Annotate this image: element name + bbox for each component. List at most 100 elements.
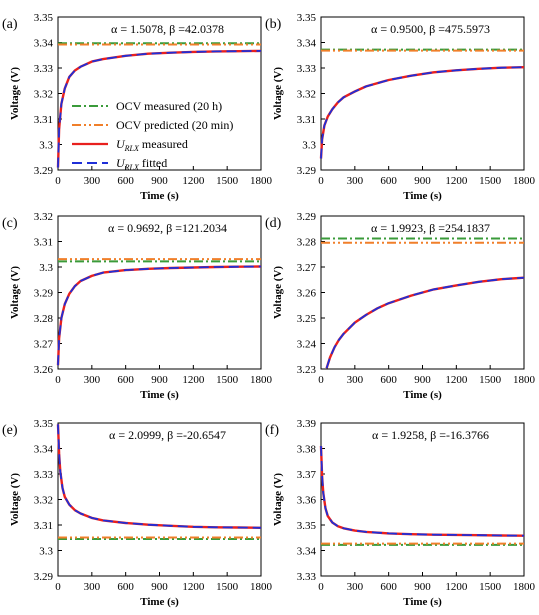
y-tick-label: 3.24	[297, 339, 317, 351]
y-tick-label: 3.34	[34, 444, 54, 456]
y-tick-label: 3.3	[39, 262, 53, 274]
y-tick-label: 3.26	[297, 288, 317, 300]
y-tick-label: 3.34	[34, 38, 54, 50]
fit-parameters: α = 1.9923, β =254.1837	[371, 221, 490, 235]
y-tick-label: 3.35	[297, 520, 317, 532]
y-tick-label: 3.23	[297, 364, 317, 376]
y-tick-label: 3.35	[34, 12, 54, 24]
urlx-measured-line	[319, 66, 525, 159]
x-axis-label: Time (s)	[403, 389, 442, 401]
y-tick-label: 3.32	[34, 89, 53, 101]
y-tick-label: 3.3	[39, 546, 53, 558]
x-tick-label: 0	[55, 175, 61, 187]
x-tick-label: 1500	[216, 581, 239, 593]
panel-label: (b)	[265, 17, 282, 32]
fit-parameters: α = 1.9258, β =-16.3766	[372, 428, 489, 442]
x-tick-label: 1200	[182, 581, 205, 593]
y-tick-label: 3.37	[297, 469, 317, 481]
legend-label: URLX fitted	[116, 156, 167, 172]
fit-parameters: α = 0.9692, β =121.2034	[108, 221, 227, 235]
y-tick-label: 3.28	[34, 313, 54, 325]
chart-panel-f: (f) 3.33 3.34 3.35 3.36 3.37 3.38 3.39 0 300 600 90…	[265, 418, 536, 608]
y-tick-label: 3.29	[34, 571, 54, 583]
y-tick-label: 3.27	[297, 262, 317, 274]
x-tick-label: 1800	[513, 175, 536, 187]
panel-label: (d)	[265, 216, 282, 231]
y-tick-label: 3.26	[34, 364, 54, 376]
chart-panel-c: (c) 3.26 3.27 3.28 3.29 3.3 3.31 3.32 0 300 600 900…	[2, 211, 273, 401]
x-tick-label: 1800	[250, 581, 273, 593]
x-tick-label: 600	[380, 581, 397, 593]
x-tick-label: 1200	[182, 175, 205, 187]
x-axis-label: Time (s)	[140, 596, 179, 608]
x-tick-label: 300	[84, 581, 101, 593]
x-tick-label: 600	[117, 374, 134, 386]
y-axis-label: Voltage (V)	[9, 266, 21, 319]
plot-frame	[57, 422, 262, 577]
y-tick-label: 3.34	[297, 546, 317, 558]
urlx-measured-line	[56, 265, 262, 366]
y-axis-label: Voltage (V)	[272, 266, 284, 319]
y-tick-label: 3.36	[297, 495, 317, 507]
fit-parameters: α = 0.9500, β =475.5973	[371, 22, 490, 36]
x-tick-label: 900	[414, 374, 431, 386]
x-tick-label: 0	[318, 374, 324, 386]
chart-panel-b: (b) 3.29 3.3 3.31 3.32 3.33 3.34 3.35 0 300 600 900…	[265, 12, 536, 202]
y-tick-label: 3.35	[34, 418, 54, 430]
urlx-fitted-line	[325, 276, 525, 369]
urlx-measured-line	[325, 276, 525, 369]
x-tick-label: 900	[414, 175, 431, 187]
x-tick-label: 600	[380, 374, 397, 386]
x-tick-label: 0	[55, 374, 61, 386]
urlx-fitted-line	[57, 424, 262, 529]
urlx-fitted-line	[320, 445, 525, 537]
legend-label: URLX measured	[116, 137, 188, 153]
panel-label: (c)	[2, 216, 18, 231]
y-tick-label: 3.25	[297, 313, 317, 325]
x-axis-label: Time (s)	[403, 190, 442, 202]
urlx-fitted-line	[57, 265, 262, 366]
x-tick-label: 600	[117, 175, 134, 187]
y-tick-label: 3.31	[297, 114, 316, 126]
y-axis-label: Voltage (V)	[9, 473, 21, 526]
panel-label: (f)	[265, 423, 279, 438]
x-tick-label: 900	[151, 175, 168, 187]
y-tick-label: 3.34	[297, 38, 317, 50]
x-tick-label: 300	[347, 175, 364, 187]
y-tick-label: 3.29	[34, 165, 54, 177]
x-axis-label: Time (s)	[403, 596, 442, 608]
x-tick-label: 1500	[479, 175, 502, 187]
y-tick-label: 3.3	[39, 140, 53, 152]
x-tick-label: 1800	[250, 175, 273, 187]
x-tick-label: 1800	[513, 581, 536, 593]
y-tick-label: 3.31	[34, 114, 53, 126]
y-tick-label: 3.31	[34, 520, 53, 532]
x-tick-label: 1200	[445, 175, 468, 187]
y-tick-label: 3.29	[297, 165, 317, 177]
x-tick-label: 1500	[479, 581, 502, 593]
fit-parameters: α = 2.0999, β =-20.6547	[109, 428, 226, 442]
legend-label: OCV measured (20 h)	[116, 99, 222, 113]
x-tick-label: 900	[151, 581, 168, 593]
urlx-fitted-line	[57, 50, 262, 168]
plot-frame	[57, 215, 262, 370]
x-tick-label: 0	[55, 581, 61, 593]
x-tick-label: 1500	[216, 175, 239, 187]
plot-frame	[320, 422, 525, 577]
x-tick-label: 1200	[182, 374, 205, 386]
legend: OCV measured (20 h) OCV predicted (20 min…	[72, 99, 233, 172]
x-tick-label: 1500	[479, 374, 502, 386]
x-tick-label: 300	[84, 175, 101, 187]
chart-panel-e: (e) 3.29 3.3 3.31 3.32 3.33 3.34 3.35 0 300 600 900…	[2, 418, 273, 608]
y-tick-label: 3.29	[297, 211, 317, 223]
chart-panel-a: (a) 3.29 3.3 3.31 3.32 3.33 3.34 3.35 0 300 600 900…	[2, 12, 273, 202]
y-tick-label: 3.33	[34, 63, 54, 75]
urlx-measured-line	[319, 445, 525, 537]
chart-panel-d: (d) 3.23 3.24 3.25 3.26 3.27 3.28 3.29 0 300 600 90…	[265, 211, 536, 401]
x-tick-label: 900	[414, 581, 431, 593]
x-tick-label: 600	[117, 581, 134, 593]
x-tick-label: 0	[318, 581, 324, 593]
y-tick-label: 3.28	[297, 237, 317, 249]
y-tick-label: 3.32	[34, 495, 53, 507]
